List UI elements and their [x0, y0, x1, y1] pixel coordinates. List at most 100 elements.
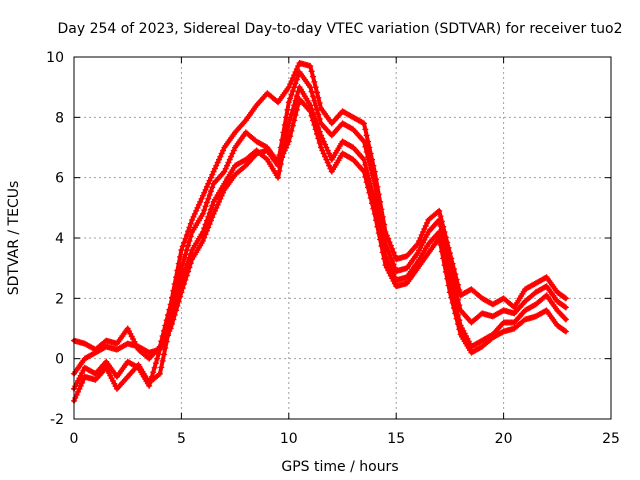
data-point — [444, 275, 451, 282]
data-point — [171, 311, 178, 318]
data-point — [155, 371, 162, 378]
data-point — [210, 168, 217, 175]
data-point — [452, 310, 459, 317]
data-point — [307, 108, 314, 115]
data-point — [313, 89, 320, 96]
data-point — [390, 261, 397, 268]
data-point — [391, 252, 398, 259]
data-point — [213, 162, 220, 169]
data-point — [211, 207, 218, 214]
data-point — [201, 189, 208, 196]
data-point — [386, 239, 393, 246]
data-point — [276, 159, 283, 166]
data-point — [448, 294, 455, 301]
data-point — [287, 95, 294, 102]
data-point — [202, 186, 209, 193]
data-point — [377, 236, 384, 243]
data-point — [199, 210, 206, 217]
data-point — [289, 87, 296, 94]
data-point — [370, 175, 377, 182]
data-point — [289, 122, 296, 129]
data-point — [309, 93, 316, 100]
x-tick-label: 10 — [280, 431, 298, 447]
plot-area — [71, 60, 569, 404]
data-point — [209, 171, 216, 178]
data-point — [179, 285, 186, 292]
data-point — [360, 156, 367, 163]
data-point — [273, 98, 280, 105]
data-point — [206, 210, 213, 217]
data-point — [222, 165, 229, 172]
data-point — [436, 235, 443, 241]
data-point — [178, 289, 185, 296]
data-point — [322, 153, 329, 160]
series-track-2 — [71, 69, 569, 377]
data-point — [191, 210, 198, 217]
data-point — [193, 207, 200, 214]
data-point — [203, 183, 210, 190]
data-point — [174, 302, 181, 309]
data-point — [183, 231, 190, 238]
x-tick-label: 5 — [177, 431, 186, 447]
data-point — [378, 242, 385, 249]
x-axis-title: GPS time / hours — [281, 459, 398, 475]
data-point — [440, 255, 447, 262]
data-point — [293, 106, 300, 113]
data-point — [285, 99, 292, 106]
data-point — [198, 195, 205, 202]
data-point — [562, 295, 569, 302]
data-point — [369, 170, 376, 177]
data-point — [147, 378, 154, 385]
data-point — [279, 153, 286, 160]
data-point — [292, 80, 299, 87]
data-point — [441, 262, 448, 269]
data-point — [561, 294, 568, 301]
data-point — [327, 165, 334, 172]
data-point — [214, 159, 221, 166]
x-tick-label: 20 — [495, 431, 513, 447]
data-point — [73, 391, 80, 398]
data-point — [562, 304, 569, 311]
data-point — [159, 357, 166, 364]
data-point — [499, 329, 506, 336]
data-point — [277, 156, 284, 163]
data-point — [187, 233, 194, 240]
data-point — [207, 206, 214, 213]
data-point — [187, 260, 194, 267]
data-point — [370, 205, 377, 212]
data-point — [309, 117, 316, 124]
data-point — [363, 132, 370, 139]
data-point — [390, 249, 397, 256]
data-point — [308, 112, 315, 119]
data-point — [77, 382, 84, 389]
data-point — [327, 153, 334, 160]
data-point — [307, 63, 314, 70]
data-point — [214, 201, 221, 208]
data-point — [367, 164, 374, 171]
data-point — [218, 150, 225, 157]
data-point — [275, 174, 282, 181]
data-point — [151, 364, 158, 371]
data-point — [156, 370, 163, 377]
data-point — [308, 88, 315, 95]
data-point — [421, 225, 428, 232]
data-point — [205, 180, 212, 187]
data-point — [387, 242, 394, 249]
data-point — [210, 210, 217, 217]
data-point — [418, 231, 425, 238]
data-point — [424, 219, 431, 226]
data-point — [436, 228, 443, 235]
data-point — [561, 303, 568, 310]
data-point — [262, 155, 269, 162]
data-point — [217, 153, 224, 160]
data-point — [450, 305, 457, 312]
data-point — [363, 149, 370, 156]
data-point — [326, 162, 333, 169]
data-point — [437, 213, 444, 220]
y-tick-label: 10 — [46, 50, 64, 66]
data-point — [187, 250, 194, 257]
data-point — [197, 198, 204, 205]
y-tick-label: 2 — [55, 291, 64, 307]
data-point — [284, 127, 291, 134]
data-point — [315, 94, 322, 101]
